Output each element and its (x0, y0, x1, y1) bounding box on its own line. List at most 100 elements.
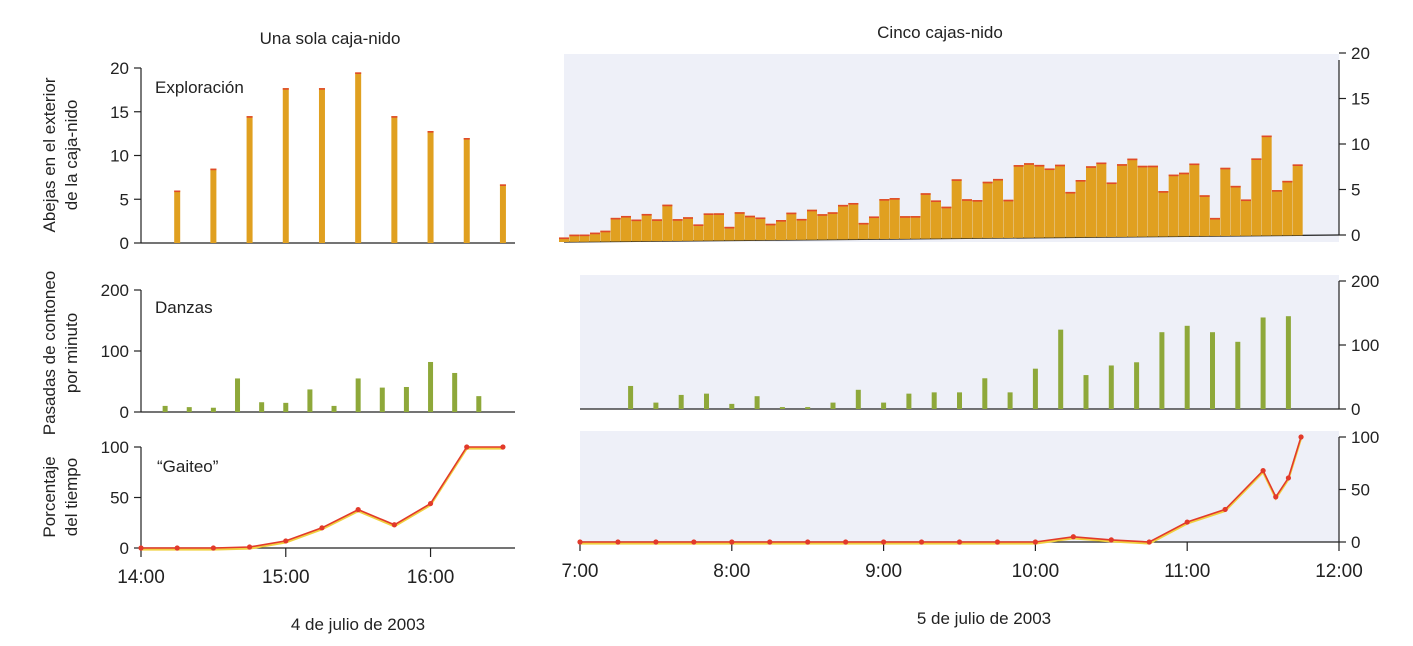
bar-tip (1024, 163, 1034, 165)
bar-tip (1241, 199, 1251, 202)
data-point (1260, 468, 1266, 474)
bar-tip (391, 116, 398, 118)
panel-title: Exploración (155, 78, 244, 97)
bar (1086, 166, 1096, 238)
bar (1137, 165, 1148, 237)
bar (331, 405, 337, 412)
bar (779, 407, 785, 409)
bar (855, 389, 861, 409)
bar-tip (920, 193, 931, 195)
bar-tip (1199, 195, 1210, 197)
bar-tip (600, 230, 611, 233)
x-tick-label: 7:00 (562, 561, 599, 582)
data-point (355, 507, 361, 513)
bar (1106, 182, 1117, 238)
bar-tip (776, 220, 786, 222)
bar-tip (1168, 174, 1179, 177)
bar (355, 378, 361, 412)
bar (869, 216, 879, 240)
bar-tip (559, 237, 569, 240)
x-tick-label: 12:00 (1315, 561, 1363, 582)
bar-tip (631, 219, 642, 222)
bar (1003, 199, 1014, 238)
bar (1241, 199, 1251, 236)
y-tick-label: 20 (110, 59, 129, 78)
bar-tip (1158, 191, 1169, 193)
y-tick-label: 5 (1351, 181, 1360, 200)
bar (210, 168, 217, 243)
bar-tip (1282, 180, 1293, 183)
bar-tip (693, 224, 704, 227)
bar-tip (734, 212, 745, 214)
bar (1032, 368, 1038, 409)
bar-tip (724, 226, 735, 229)
bar (672, 219, 683, 241)
bar (210, 407, 216, 412)
bar (703, 213, 714, 241)
bar-tip (796, 218, 807, 221)
data-point (805, 539, 811, 545)
bar (1096, 162, 1107, 238)
bar (653, 402, 659, 409)
series-line (580, 436, 1302, 543)
bar (569, 234, 580, 242)
data-point (843, 539, 849, 545)
panel-background (564, 54, 1339, 242)
bar (982, 378, 988, 409)
bar (1210, 217, 1220, 237)
bar (817, 214, 828, 240)
bar (972, 200, 983, 239)
bar-tip (879, 199, 890, 201)
x-axis-line (563, 234, 1340, 243)
bar-tip (827, 212, 838, 214)
bar-tip (869, 216, 879, 219)
bar-tip (1075, 180, 1086, 182)
y-axis-label: de la caja-nido (62, 100, 81, 211)
data-point (464, 444, 470, 450)
panel-background (580, 275, 1339, 409)
bar (1127, 158, 1138, 237)
data-point (767, 539, 773, 545)
bar (1292, 164, 1303, 236)
bar (1055, 164, 1065, 238)
y-axis-label: por minuto (62, 313, 81, 393)
bar-tip (355, 72, 362, 74)
bar (729, 403, 735, 409)
bar (1159, 332, 1165, 409)
bar-tip (1127, 158, 1138, 161)
bar-tip (579, 234, 590, 237)
bar-tip (610, 217, 621, 220)
bar-tip (499, 184, 506, 186)
bar (652, 219, 662, 242)
bar (641, 213, 652, 242)
bar-tip (1065, 191, 1076, 194)
bar (628, 385, 634, 409)
data-point (729, 539, 735, 545)
bar-tip (1044, 168, 1055, 171)
bar (920, 193, 931, 239)
bar-tip (1179, 172, 1189, 175)
bar (951, 179, 962, 239)
bar (186, 407, 192, 412)
bar-tip (246, 116, 253, 118)
bar (379, 387, 385, 412)
bar-tip (807, 209, 817, 212)
data-point (319, 525, 325, 531)
bar (755, 217, 766, 241)
bar-tip (817, 214, 828, 216)
bar (910, 216, 921, 239)
data-point (1273, 494, 1279, 500)
bar (1220, 167, 1231, 237)
bar (704, 393, 709, 409)
bar (1251, 158, 1262, 236)
right-column-title: Cinco cajas-nido (877, 23, 1003, 42)
bar (941, 206, 952, 239)
bar (403, 386, 409, 412)
bar-tip (1013, 165, 1024, 167)
data-point (1222, 506, 1228, 513)
bar (499, 184, 506, 243)
bar-tip (1251, 158, 1262, 160)
y-tick-label: 200 (101, 281, 129, 300)
bar-tip (1230, 185, 1241, 188)
bar (579, 234, 590, 242)
